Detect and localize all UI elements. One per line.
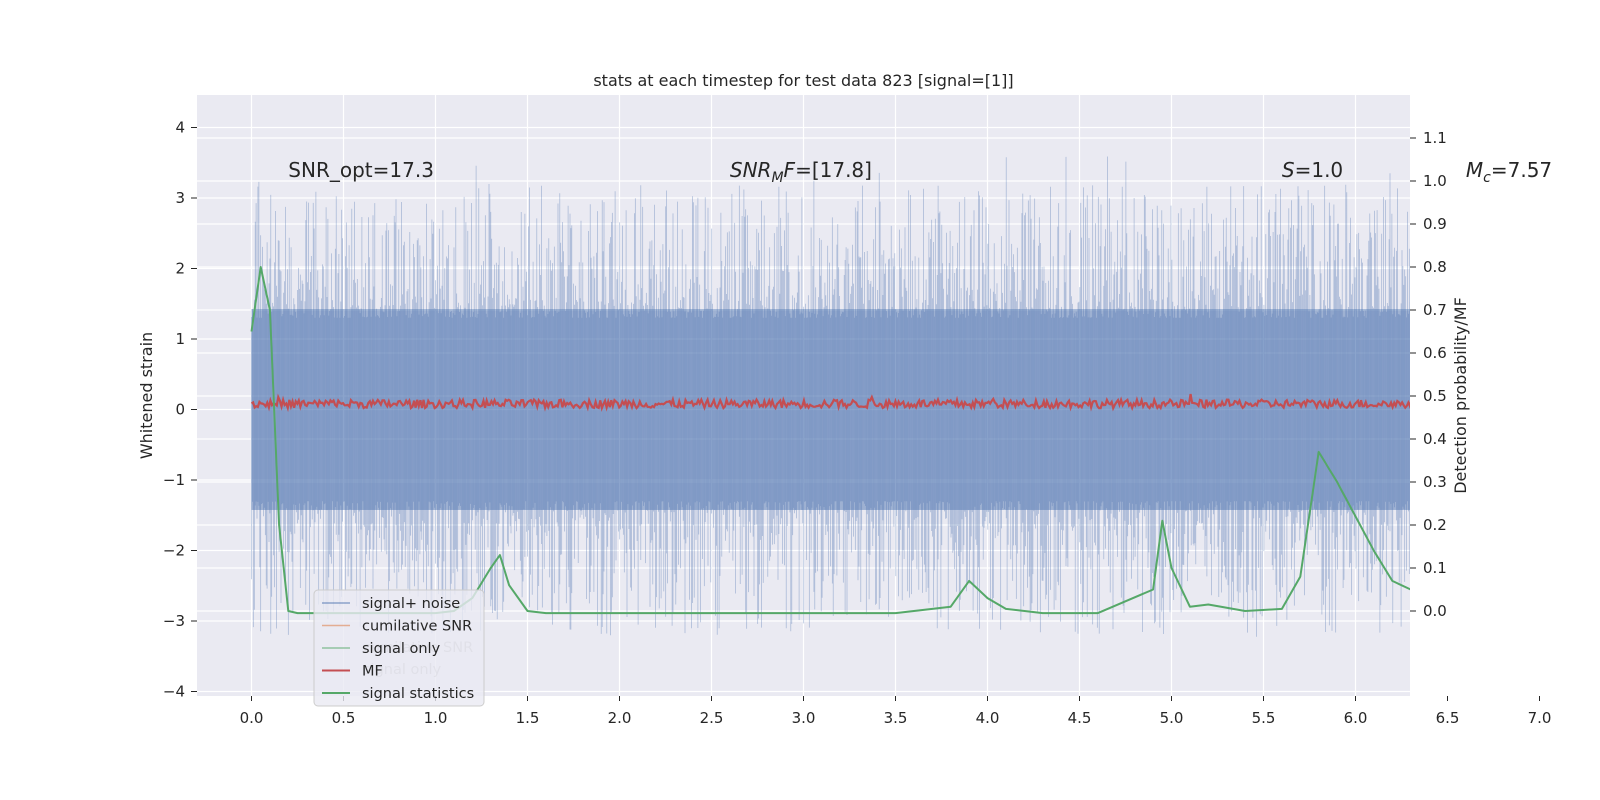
x-tick-label: 0.0 [240, 709, 264, 727]
x-tick-label: 0.5 [332, 709, 356, 727]
annotation-0: SNR_opt=17.3 [288, 158, 434, 182]
x-tick-label: 3.0 [792, 709, 816, 727]
y-tick-label: −4 [163, 683, 185, 701]
y2-tick-label: 0.6 [1423, 344, 1447, 362]
y-tick-label: −1 [163, 471, 185, 489]
y-tick-label: 2 [175, 260, 185, 278]
y-tick-label: −3 [163, 612, 185, 630]
legend-label: signal+ noise [362, 596, 460, 612]
legend-label: signal only [362, 641, 441, 657]
series-mf [250, 393, 1410, 413]
annotation-1: SNRMF=[17.8] [730, 158, 872, 186]
y-tick-label: 0 [175, 401, 185, 419]
x-tick-label: 3.5 [884, 709, 908, 727]
x-tick-label: 1.0 [424, 709, 448, 727]
x-tick-label: 2.5 [700, 709, 724, 727]
x-tick-label: 2.0 [608, 709, 632, 727]
y2-tick-label: 0.1 [1423, 559, 1447, 577]
statistics-line [250, 266, 1410, 615]
annotations: SNR_opt=17.3 SNRMF=[17.8] S=1.0 Mc=7.57 [288, 158, 1552, 186]
y2-tick-label: 0.5 [1423, 387, 1447, 405]
y2-tick-label: 0.7 [1423, 301, 1447, 319]
axes: 0.0 0.5 1.0 1.5 2.0 2.5 3.0 3.5 4.0 4.5 5.0 5.5 6.0 6… [163, 119, 1552, 728]
series-signal-statistics [250, 266, 1410, 615]
x-tick-label: 1.5 [516, 709, 540, 727]
y2-tick-label: 0.3 [1423, 473, 1447, 491]
mf-line [250, 393, 1410, 413]
x-tick-label: 4.5 [1068, 709, 1092, 727]
y-axis-label: Whitened strain [137, 332, 156, 459]
y2-tick-label: 1.1 [1423, 129, 1447, 147]
series-layer [250, 156, 1410, 637]
x-tick-label: 6.0 [1344, 709, 1368, 727]
y-tick-label: 3 [175, 189, 185, 207]
legend-label: cumilative SNR [362, 619, 472, 635]
y-tick-label: 4 [175, 119, 185, 137]
annotation-2: S=1.0 [1282, 158, 1343, 182]
noise-spikes [251, 156, 1410, 637]
x-tick-label: 5.5 [1252, 709, 1276, 727]
series-signal-noise [251, 156, 1410, 637]
annotation-3: Mc=7.57 [1466, 158, 1552, 186]
legend-box [313, 589, 485, 707]
grid [197, 95, 1541, 696]
y-tick-label: −2 [163, 542, 185, 560]
x-tick-label: 4.0 [976, 709, 1000, 727]
y2-tick-label: 1.0 [1423, 172, 1447, 190]
y-tick-label: 1 [175, 330, 185, 348]
y2-tick-label: 0.9 [1423, 215, 1447, 233]
y2-tick-label: 0.8 [1423, 258, 1447, 276]
y2-tick-label: 0.0 [1423, 602, 1447, 620]
noise-core-band [251, 309, 1410, 510]
legend-label: signal statistics [362, 686, 474, 702]
y2-tick-label: 0.4 [1423, 430, 1447, 448]
x-tick-label: 7.0 [1528, 709, 1552, 727]
x-tick-label: 5.0 [1160, 709, 1184, 727]
legend-label: MF [362, 664, 383, 680]
x-tick-label: 6.5 [1436, 709, 1460, 727]
chart-title: stats at each timestep for test data 823… [593, 71, 1013, 90]
y2-axis-label: Detection probability/MF [1451, 297, 1470, 494]
y2-tick-label: 0.2 [1423, 516, 1447, 534]
